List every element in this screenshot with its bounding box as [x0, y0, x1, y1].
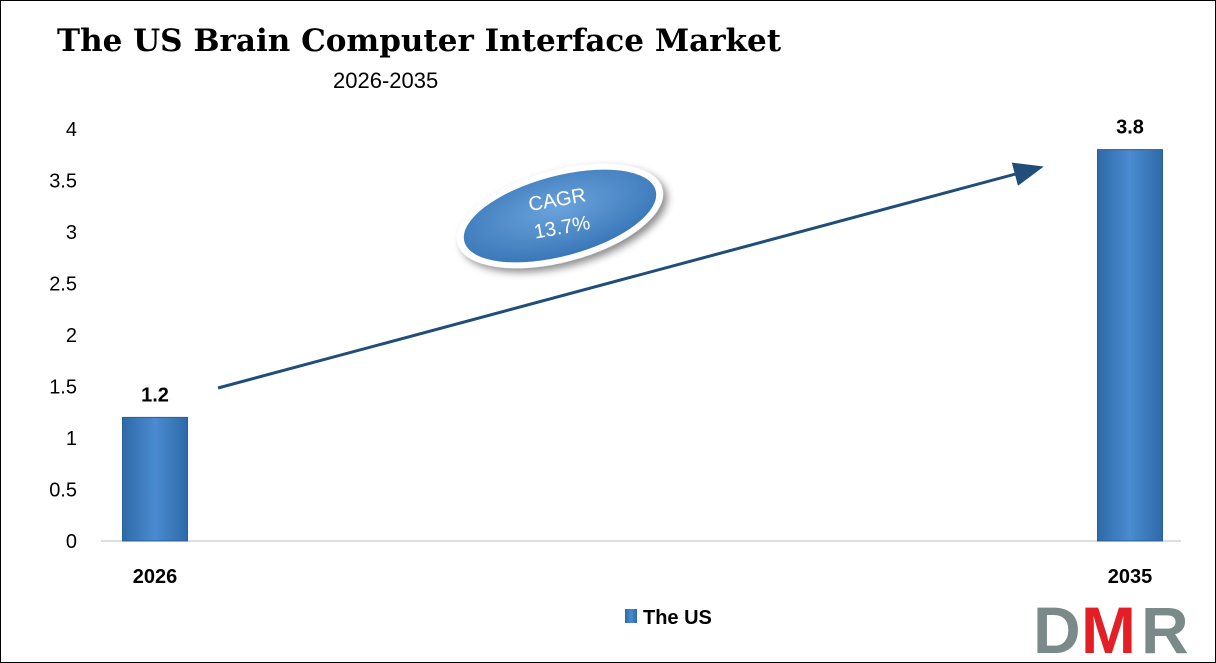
y-tick-label: 2: [66, 325, 77, 347]
y-tick-label: 0: [66, 531, 77, 553]
y-tick-label: 3: [66, 222, 77, 244]
legend-label: The US: [643, 607, 712, 629]
bar-2026: [122, 416, 188, 542]
y-tick-label: 1.5: [49, 377, 77, 399]
chart-title: The US Brain Computer Interface Market: [57, 23, 782, 59]
dmr-logo: D M R: [1033, 593, 1189, 663]
bar-2035: [1097, 149, 1163, 542]
y-tick-label: 2.5: [49, 274, 77, 296]
y-tick-label: 3.5: [49, 171, 77, 193]
growth-arrow: [217, 162, 1044, 390]
data-label: 3.8: [1116, 117, 1144, 139]
y-tick-label: 1: [66, 428, 77, 450]
svg-text:D: D: [1033, 593, 1081, 663]
data-label: 1.2: [141, 384, 169, 406]
svg-text:R: R: [1141, 593, 1189, 663]
x-tick-label: 2026: [133, 566, 178, 588]
chart-subtitle: 2026-2035: [333, 68, 438, 93]
svg-text:M: M: [1081, 593, 1136, 663]
y-tick-label: 0.5: [49, 480, 77, 502]
y-tick-label: 4: [66, 119, 77, 141]
x-tick-label: 2035: [1108, 566, 1153, 588]
cagr-badge: [456, 163, 664, 269]
legend-swatch: [625, 609, 637, 623]
